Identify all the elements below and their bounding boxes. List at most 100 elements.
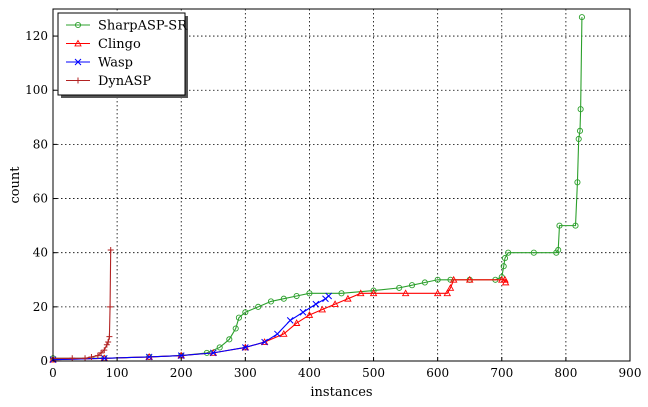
y-tick-label: 100	[25, 83, 48, 97]
series-layer	[49, 14, 585, 363]
legend-entry-dynasp: DynASP	[66, 74, 151, 89]
x-tick-label: 300	[234, 366, 257, 380]
y-tick-label: 60	[33, 192, 48, 206]
legend-entry-sharpasp-sr: SharpASP-SR	[66, 19, 188, 34]
legend-label-wasp: Wasp	[98, 56, 133, 71]
series-line-dynasp	[53, 249, 112, 359]
legend-label-dynasp: DynASP	[98, 74, 151, 89]
x-tick-label: 700	[490, 366, 513, 380]
series-line-clingo	[52, 279, 507, 361]
data-point-clingo	[369, 289, 378, 297]
data-point-dynasp	[88, 353, 95, 360]
grid-layer	[53, 9, 630, 361]
data-point-sharpasp-sr	[255, 303, 262, 310]
x-tick-label: 500	[362, 366, 385, 380]
legend-box	[57, 12, 186, 96]
x-tick-label: 400	[298, 366, 321, 380]
x-tick-label: 200	[170, 366, 193, 380]
data-point-wasp	[261, 338, 268, 346]
series-line-sharpasp-sr	[53, 17, 583, 359]
data-point-clingo	[305, 311, 314, 318]
data-point-wasp	[325, 292, 333, 300]
data-point-dynasp	[107, 303, 114, 310]
x-tick-label: 0	[49, 366, 57, 380]
data-point-wasp	[100, 354, 108, 362]
data-point-dynasp	[98, 349, 105, 356]
data-point-sharpasp-sr	[267, 298, 275, 305]
data-point-sharpasp-sr	[280, 295, 287, 302]
y-tick-label: 40	[33, 246, 48, 260]
data-point-wasp	[241, 344, 249, 351]
y-tick-label: 120	[25, 29, 48, 43]
data-point-sharpasp-sr	[530, 249, 537, 256]
data-point-clingo	[356, 289, 365, 297]
data-point-sharpasp-sr	[572, 222, 579, 229]
data-point-sharpasp-sr	[555, 246, 562, 254]
data-point-sharpasp-sr	[235, 314, 242, 321]
data-point-dynasp	[94, 352, 101, 359]
x-tick-label: 800	[554, 366, 577, 380]
axis-layer: 0 100 200 300 400 500 600 700 800 900 0 20 40 60 80 100…	[25, 29, 641, 380]
data-point-dynasp	[103, 341, 110, 348]
legend-marker	[74, 21, 82, 29]
data-point-dynasp	[69, 355, 76, 362]
y-tick-label: 20	[33, 300, 48, 314]
data-point-sharpasp-sr	[434, 276, 441, 283]
data-point-wasp	[312, 300, 320, 308]
series-dynasp	[50, 246, 114, 362]
data-point-dynasp	[107, 246, 114, 253]
x-tick-label: 100	[106, 366, 129, 380]
legend-label-clingo: Clingo	[98, 37, 141, 52]
legend-marker	[75, 77, 81, 84]
series-wasp	[49, 292, 333, 363]
data-point-sharpasp-sr	[574, 179, 581, 186]
plot-area-frame	[52, 8, 631, 362]
data-point-sharpasp-sr	[505, 249, 512, 256]
data-point-sharpasp-sr	[578, 14, 585, 21]
data-point-wasp	[299, 308, 307, 316]
legend-marker	[74, 58, 82, 66]
y-axis-title: count	[8, 166, 23, 204]
series-clingo	[49, 275, 510, 363]
data-point-wasp	[145, 353, 153, 361]
y-tick-label: 0	[40, 354, 48, 368]
data-point-sharpasp-sr	[242, 309, 249, 316]
series-line-wasp	[52, 295, 330, 361]
y-tick-label: 80	[33, 137, 48, 151]
data-point-sharpasp-sr	[232, 325, 239, 332]
legend-label-sharpasp-sr: SharpASP-SR	[98, 19, 188, 34]
x-axis-title: instances	[310, 385, 372, 400]
data-point-clingo	[344, 294, 352, 302]
data-point-dynasp	[106, 333, 113, 340]
data-point-sharpasp-sr	[576, 127, 584, 134]
data-point-dynasp	[101, 347, 108, 354]
data-point-dynasp	[82, 355, 89, 362]
data-point-sharpasp-sr	[306, 290, 313, 297]
x-tick-label: 600	[426, 366, 449, 380]
legend-entry-wasp: Wasp	[66, 56, 133, 71]
data-point-clingo	[443, 289, 452, 297]
data-point-clingo	[318, 305, 327, 313]
data-point-clingo	[501, 275, 509, 283]
data-point-sharpasp-sr	[396, 284, 403, 291]
data-point-clingo	[280, 329, 288, 337]
data-point-sharpasp-sr	[575, 135, 582, 143]
legend-entry-clingo: Clingo	[66, 37, 141, 52]
data-point-wasp	[274, 330, 281, 338]
data-point-clingo	[331, 300, 339, 307]
data-point-wasp	[286, 317, 294, 324]
x-tick-label: 900	[619, 366, 642, 380]
data-point-sharpasp-sr	[500, 263, 507, 270]
data-point-clingo	[449, 275, 458, 283]
data-point-sharpasp-sr	[216, 344, 223, 351]
data-point-clingo	[292, 319, 301, 326]
data-point-wasp	[177, 352, 185, 359]
data-point-sharpasp-sr	[577, 106, 584, 113]
data-point-sharpasp-sr	[421, 279, 428, 286]
data-point-sharpasp-sr	[226, 336, 233, 343]
data-point-sharpasp-sr	[338, 290, 345, 297]
data-point-clingo	[446, 283, 455, 291]
data-point-clingo	[433, 289, 442, 297]
data-point-clingo	[465, 275, 474, 283]
